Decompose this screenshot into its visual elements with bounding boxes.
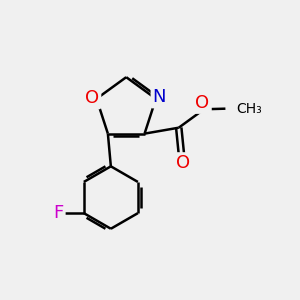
Text: O: O xyxy=(176,154,190,172)
Text: N: N xyxy=(153,88,166,106)
Text: O: O xyxy=(196,94,210,112)
Text: CH₃: CH₃ xyxy=(236,102,262,116)
Text: O: O xyxy=(85,89,99,107)
Text: F: F xyxy=(53,204,63,222)
